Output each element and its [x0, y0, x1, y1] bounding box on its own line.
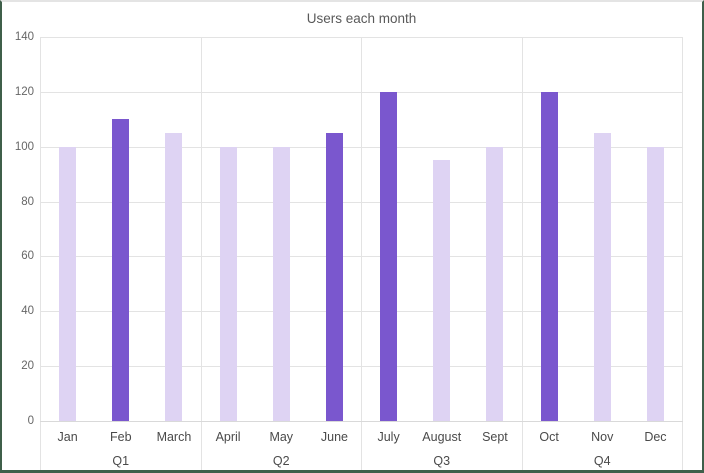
quarter-group: April May June Q2	[202, 37, 362, 470]
bar-slot	[308, 37, 361, 421]
month-label: July	[377, 430, 400, 444]
bar-oct	[540, 91, 558, 421]
bar-slot	[415, 37, 468, 421]
bar-july	[380, 91, 398, 421]
month-label: Jan	[57, 430, 78, 444]
month-label: Nov	[591, 430, 614, 444]
bar-june	[325, 133, 343, 421]
y-tick-label: 100	[14, 140, 34, 153]
month-label: August	[422, 430, 462, 444]
y-tick-label: 20	[21, 360, 34, 373]
bar-slot	[523, 37, 576, 421]
bars-row	[362, 37, 522, 421]
y-axis: 0 20 40 60 80 100 120 140	[2, 31, 34, 427]
quarter-label: Q3	[433, 454, 451, 468]
bar-may	[272, 146, 290, 421]
y-tick-label: 140	[14, 31, 34, 43]
y-tick-label: 120	[14, 85, 34, 98]
quarter-label: Q1	[112, 454, 130, 468]
month-label: June	[320, 430, 348, 444]
bar-april	[219, 146, 237, 421]
month-label: Feb	[109, 430, 132, 444]
plot-groups: Jan Feb March Q1 April May June Q2 July August Sep…	[40, 37, 683, 470]
month-label: Oct	[539, 430, 559, 444]
bar-slot	[94, 37, 147, 421]
bar-slot	[468, 37, 521, 421]
quarter-group: Jan Feb March Q1	[41, 37, 202, 470]
month-labels-row: April May June	[202, 421, 362, 448]
bar-slot	[41, 37, 94, 421]
bar-dec	[646, 146, 664, 421]
bar-march	[165, 133, 183, 421]
y-tick-label: 40	[21, 305, 34, 318]
month-labels-row: Oct Nov Dec	[523, 421, 683, 448]
month-labels-row: Jan Feb March	[41, 421, 201, 448]
bars-row	[202, 37, 362, 421]
bar-slot	[147, 37, 200, 421]
quarter-label: Q2	[272, 454, 290, 468]
quarter-group: Oct Nov Dec Q4	[523, 37, 683, 470]
bar-slot	[576, 37, 629, 421]
bars-row	[41, 37, 201, 421]
quarter-group: July August Sept Q3	[362, 37, 523, 470]
y-tick-label: 60	[21, 250, 34, 263]
bar-feb	[112, 119, 130, 421]
month-label: Sept	[482, 430, 508, 444]
bar-nov	[593, 133, 611, 421]
month-label: March	[156, 430, 192, 444]
bar-jan	[59, 146, 77, 421]
bar-august	[433, 160, 451, 421]
month-label: Dec	[644, 430, 667, 444]
month-label: April	[215, 430, 241, 444]
quarter-label: Q4	[593, 454, 611, 468]
bar-slot	[362, 37, 415, 421]
bar-slot	[255, 37, 308, 421]
y-tick-label: 80	[21, 195, 34, 208]
bar-slot	[202, 37, 255, 421]
month-labels-row: July August Sept	[362, 421, 522, 448]
bar-slot	[629, 37, 682, 421]
x-axis-line	[40, 421, 683, 422]
month-label: May	[269, 430, 294, 444]
chart-title: Users each month	[306, 11, 417, 26]
bar-sept	[486, 146, 504, 421]
y-tick-label: 0	[27, 415, 34, 427]
bars-row	[523, 37, 683, 421]
